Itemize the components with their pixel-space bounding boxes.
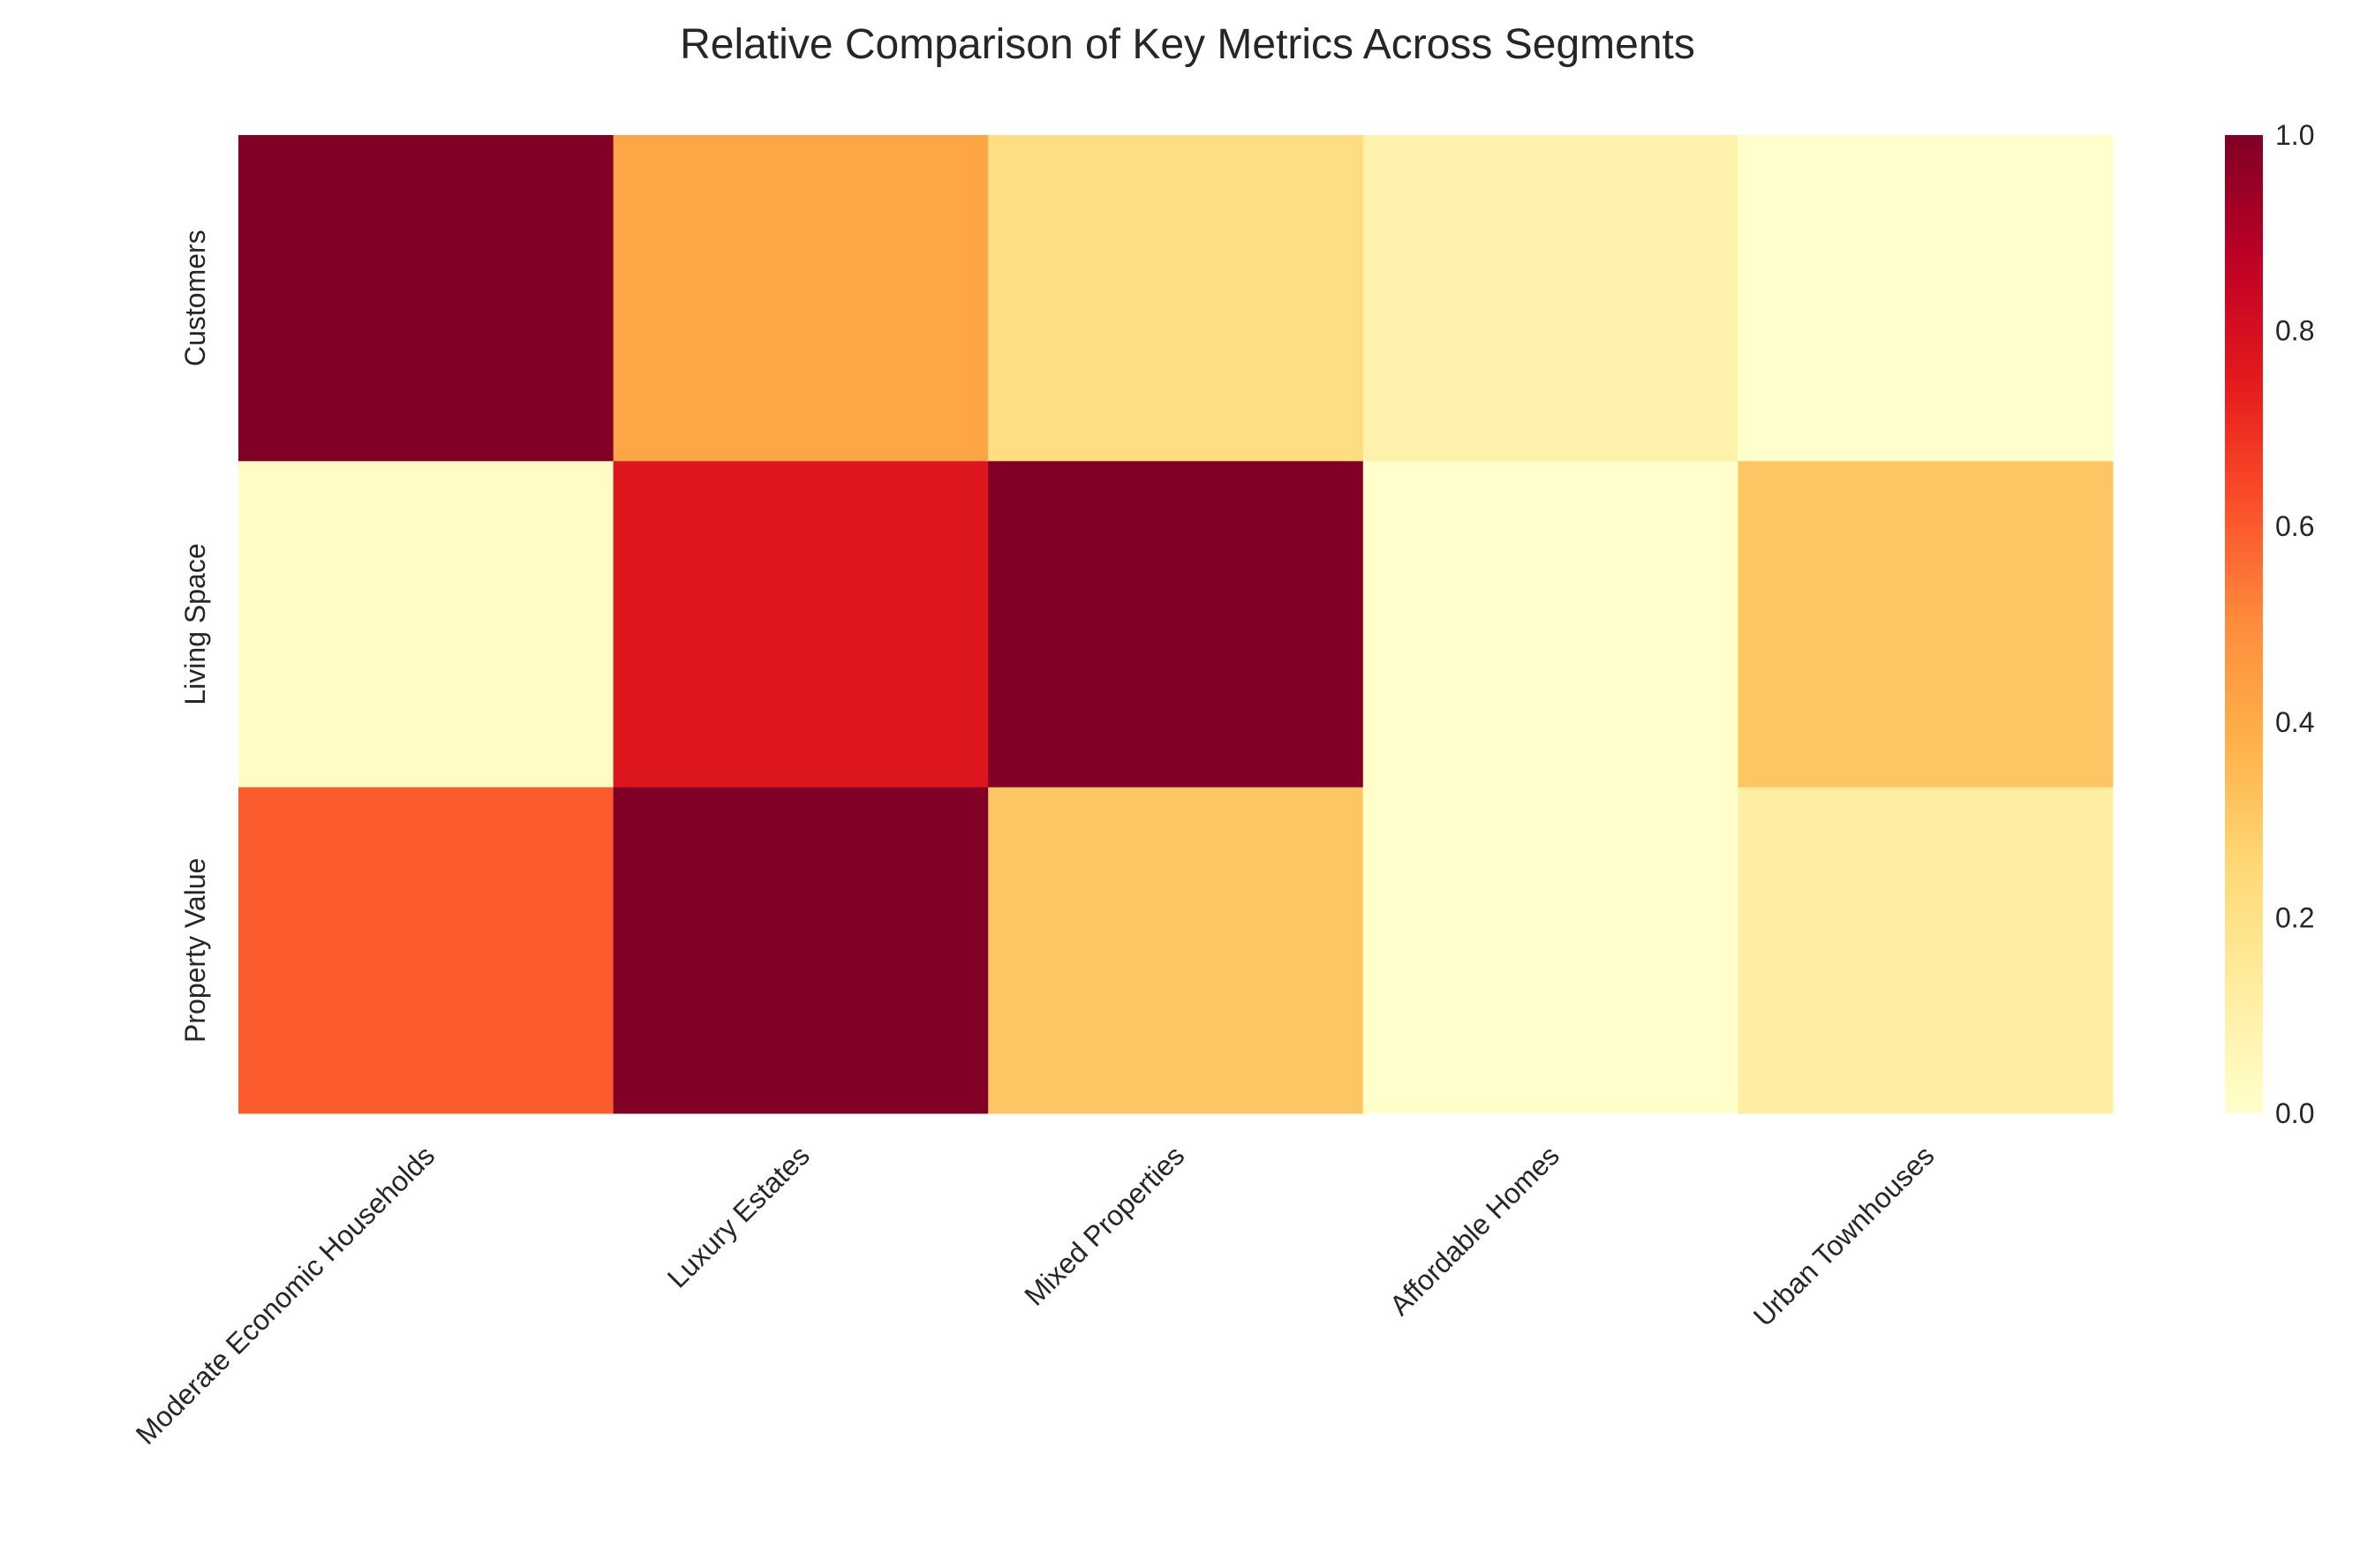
y-axis-labels: Customers Living Space Property Value (179, 230, 211, 1043)
heatmap-cell (1738, 135, 2114, 462)
x-tick-label: Moderate Economic Households (130, 1139, 441, 1450)
colorbar-gradient (2225, 135, 2263, 1113)
heatmap-cell (988, 787, 1364, 1114)
heatmap-cell (1362, 461, 1738, 788)
heatmap-cell (988, 135, 1364, 462)
y-tick-label: Living Space (179, 543, 211, 705)
chart-title: Relative Comparison of Key Metrics Acros… (680, 21, 1695, 68)
heatmap-cell (613, 461, 989, 788)
colorbar-tick-label: 0.6 (2275, 510, 2314, 542)
heatmap-cell (238, 787, 614, 1114)
heatmap-cell (238, 135, 614, 462)
x-tick-label: Luxury Estates (661, 1139, 816, 1293)
x-axis-labels: Moderate Economic Households Luxury Estat… (130, 1139, 1941, 1450)
heatmap-cells (238, 135, 2114, 1114)
colorbar-tick-labels: 0.0 0.2 0.4 0.6 0.8 1.0 (2275, 119, 2314, 1129)
y-tick-label: Customers (179, 230, 211, 366)
heatmap-cell (1738, 461, 2114, 788)
heatmap-cell (613, 787, 989, 1114)
heatmap-cell (238, 461, 614, 788)
x-tick-label: Urban Townhouses (1747, 1139, 1941, 1332)
colorbar-tick-label: 0.8 (2275, 315, 2314, 347)
x-tick-label: Affordable Homes (1384, 1139, 1565, 1321)
colorbar: 0.0 0.2 0.4 0.6 0.8 1.0 (2225, 119, 2314, 1129)
heatmap-cell (613, 135, 989, 462)
heatmap-cell (1362, 135, 1738, 462)
heatmap-cell (1738, 787, 2114, 1114)
heatmap-cell (1362, 787, 1738, 1114)
y-tick-label: Property Value (179, 858, 211, 1043)
colorbar-tick-label: 1.0 (2275, 119, 2314, 151)
colorbar-tick-label: 0.4 (2275, 706, 2314, 738)
heatmap-cell (988, 461, 1364, 788)
x-tick-label: Mixed Properties (1018, 1139, 1190, 1311)
colorbar-tick-label: 0.2 (2275, 901, 2314, 933)
colorbar-tick-label: 0.0 (2275, 1097, 2314, 1129)
